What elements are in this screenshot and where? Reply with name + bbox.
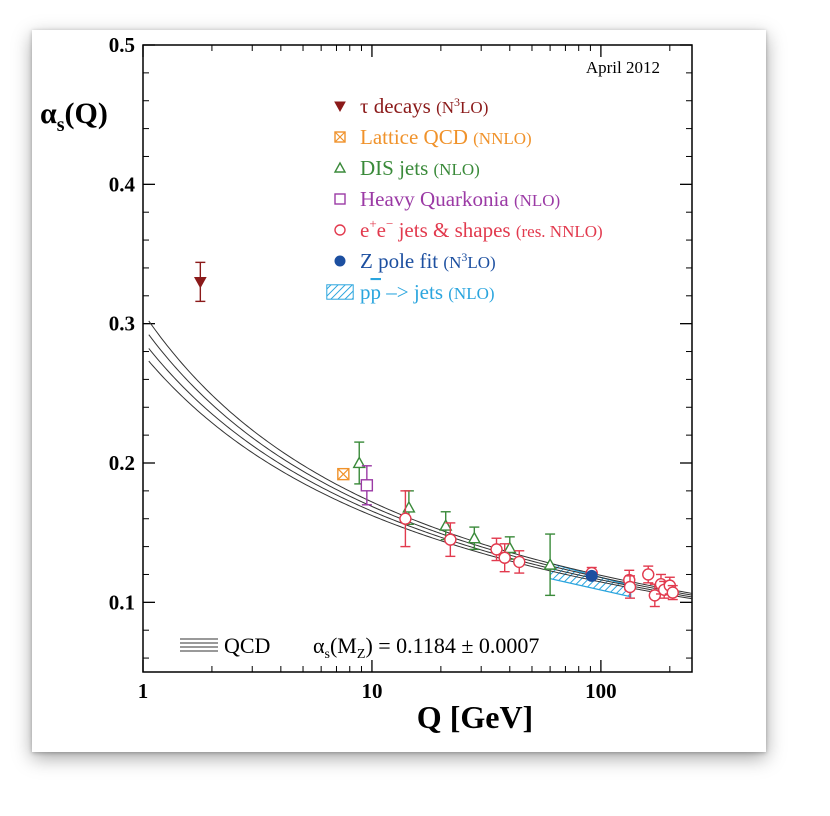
legend-label-text: DIS jets xyxy=(360,156,434,180)
legend-label-text: Z pole fit xyxy=(360,249,443,273)
dis-point xyxy=(503,541,517,554)
legend-label-text: Heavy Quarkonia xyxy=(360,187,514,211)
y-axis-label-tail: (Q) xyxy=(65,97,108,130)
dis-point xyxy=(402,500,416,513)
legend-label-bar: p xyxy=(371,280,382,304)
legend-order: (NLO) xyxy=(514,191,560,210)
ee-point xyxy=(498,551,511,564)
legend-label-ppbar: pp –> jets (NLO) xyxy=(360,280,495,304)
qcd-formula-alpha: α xyxy=(313,633,325,658)
qcd-formula-arg: (M xyxy=(330,633,357,658)
ee-point xyxy=(399,512,412,525)
ee-point xyxy=(642,568,655,581)
ee-point xyxy=(623,580,637,594)
legend-marker-zpole xyxy=(334,255,346,267)
legend-label-zpole: Z pole fit (N3LO) xyxy=(360,249,496,273)
ee-point xyxy=(666,586,679,599)
legend-label-text: jets & shapes xyxy=(393,218,515,242)
legend-item-quarkonia: Heavy Quarkonia (NLO) xyxy=(334,187,560,211)
qcd-label: QCD xyxy=(224,633,270,658)
legend-marker-lattice-cross xyxy=(334,131,346,143)
legend-label-ee: e+e− jets & shapes (res. NNLO) xyxy=(360,216,603,242)
legend-marker-dis xyxy=(333,161,347,173)
qcd-formula-arg-sub: Z xyxy=(357,647,366,662)
y-axis-label-alpha: α xyxy=(40,97,57,130)
legend-order: (NLO) xyxy=(434,160,480,179)
qcd-curve-band-line xyxy=(148,334,692,596)
legend-order: (N xyxy=(443,253,461,272)
legend-label-sup: + xyxy=(369,216,376,231)
legend-label-text: τ decays xyxy=(360,94,436,118)
legend-label-text: –> jets xyxy=(381,280,448,304)
legend-label-dis: DIS jets (NLO) xyxy=(360,156,480,180)
legend-item-dis: DIS jets (NLO) xyxy=(333,156,480,180)
legend-order: (NNLO) xyxy=(473,129,532,148)
figure-card xyxy=(32,30,766,752)
x-tick-label: 1 xyxy=(138,679,149,703)
legend-item-tau: τ decays (N3LO) xyxy=(334,94,488,118)
y-tick-label: 0.2 xyxy=(109,451,135,475)
legend-marker-ee xyxy=(334,224,346,236)
x-tick-label: 100 xyxy=(585,679,617,703)
qcd-formula: αs(MZ) = 0.1184 ± 0.0007 xyxy=(313,633,539,662)
ee-point xyxy=(513,555,526,569)
date-note: April 2012 xyxy=(586,58,660,77)
zpole-point xyxy=(585,569,598,582)
legend-item-ee: e+e− jets & shapes (res. NNLO) xyxy=(334,216,603,242)
legend-order: (N xyxy=(436,98,454,117)
dis-point xyxy=(439,518,453,531)
x-axis-label: Q [GeV] xyxy=(417,699,533,735)
qcd-curve-band-line xyxy=(148,348,692,598)
legend-label-lattice: Lattice QCD (NNLO) xyxy=(360,125,532,149)
legend-label-sup: − xyxy=(386,216,393,231)
dis-point xyxy=(352,456,366,469)
legend-label-tau: τ decays (N3LO) xyxy=(360,94,488,118)
x-tick-label: 10 xyxy=(361,679,382,703)
dis-point xyxy=(467,531,482,544)
legend-label-text: e xyxy=(377,218,386,242)
legend-item-lattice: Lattice QCD (NNLO) xyxy=(334,125,532,149)
qcd-formula-value: ) = 0.1184 ± 0.0007 xyxy=(365,633,539,658)
legend-label-quarkonia: Heavy Quarkonia (NLO) xyxy=(360,187,560,211)
y-tick-label: 0.1 xyxy=(109,590,135,614)
legend-label-text: p xyxy=(360,280,371,304)
quarkonia-point xyxy=(360,479,374,492)
qcd-curve-band-line xyxy=(148,320,692,594)
legend-item-zpole: Z pole fit (N3LO) xyxy=(334,249,496,273)
legend-marker-tau xyxy=(334,101,346,113)
dis-point xyxy=(543,557,557,570)
y-tick-label: 0.3 xyxy=(109,312,135,336)
legend-marker-quarkonia xyxy=(334,193,346,205)
y-tick-label: 0.4 xyxy=(109,172,136,196)
legend-order-sup: 3 xyxy=(454,95,460,109)
legend-order-sup: 3 xyxy=(461,250,467,264)
legend-order: (NLO) xyxy=(448,284,494,303)
legend-label-text: Lattice QCD xyxy=(360,125,473,149)
y-axis-label-sub: s xyxy=(57,114,65,136)
lattice-point-cross xyxy=(337,468,350,481)
y-axis-label: αs(Q) xyxy=(40,97,108,136)
ee-point xyxy=(648,589,662,602)
legend-marker-ppbar xyxy=(326,284,354,300)
ee-point xyxy=(490,543,503,556)
qcd-formula-sub: s xyxy=(325,647,330,662)
qcd-curve-annotation: QCD αs(MZ) = 0.1184 ± 0.0007 xyxy=(180,633,539,662)
qcd-curve-band-line xyxy=(148,360,692,600)
plot-frame xyxy=(142,44,693,673)
legend-label-text: e xyxy=(360,218,369,242)
legend-order: (res. NNLO) xyxy=(516,222,603,241)
legend-order: LO) xyxy=(467,253,495,272)
legend-item-ppbar: pp –> jets (NLO) xyxy=(326,280,495,304)
legend-order: LO) xyxy=(460,98,488,117)
y-tick-label: 0.5 xyxy=(109,33,135,57)
tau-point xyxy=(193,276,207,289)
ee-point xyxy=(444,533,457,546)
